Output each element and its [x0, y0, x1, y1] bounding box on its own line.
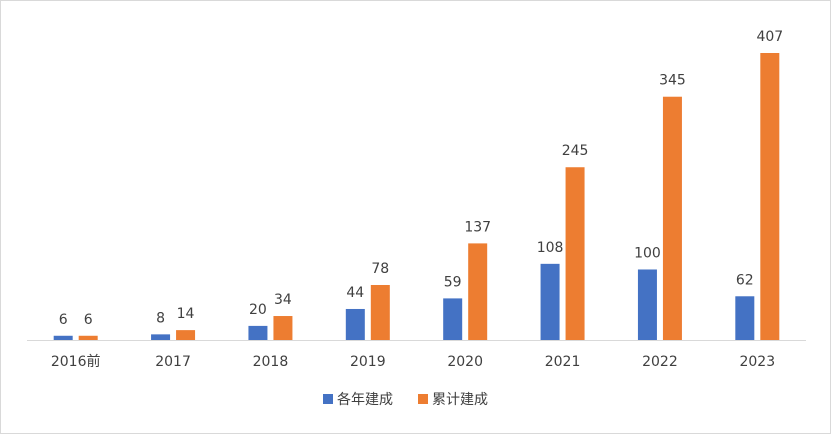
data-label-cumulative-0: 6	[84, 312, 93, 328]
bar-annual-7	[735, 296, 755, 340]
data-label-annual-1: 8	[156, 310, 165, 326]
x-tick-label-2: 2018	[253, 354, 289, 370]
bar-annual-1	[151, 334, 171, 340]
bar-annual-4	[443, 298, 463, 340]
bar-cumulative-3	[370, 284, 390, 340]
data-label-cumulative-5: 245	[562, 143, 589, 159]
x-tick-label-1: 2017	[155, 354, 191, 370]
data-label-cumulative-6: 345	[659, 73, 686, 89]
bar-cumulative-7	[760, 53, 780, 340]
data-label-cumulative-7: 407	[756, 29, 783, 45]
data-label-annual-4: 59	[444, 274, 462, 290]
bar-cumulative-5	[565, 167, 585, 340]
data-label-annual-3: 44	[346, 285, 364, 301]
data-label-annual-5: 108	[537, 240, 564, 256]
x-tick-label-4: 2020	[447, 354, 483, 370]
data-label-cumulative-1: 14	[177, 306, 195, 322]
x-tick-label-6: 2022	[642, 354, 678, 370]
data-label-annual-0: 6	[59, 312, 68, 328]
bar-annual-6	[637, 269, 657, 340]
data-label-cumulative-2: 34	[274, 292, 292, 308]
x-tick-label-0: 2016前	[51, 353, 101, 370]
bar-annual-2	[248, 325, 268, 340]
bar-cumulative-2	[273, 316, 293, 340]
bar-annual-5	[540, 263, 560, 340]
bar-cumulative-4	[468, 243, 488, 340]
legend-label-annual: 各年建成	[337, 392, 393, 408]
data-label-annual-2: 20	[249, 302, 267, 318]
x-tick-label-5: 2021	[545, 354, 581, 370]
legend-swatch-annual	[323, 394, 333, 404]
bar-annual-0	[53, 335, 73, 340]
data-label-cumulative-3: 78	[371, 261, 389, 277]
bar-cumulative-6	[662, 96, 682, 340]
bar-cumulative-1	[176, 330, 196, 340]
bar-cumulative-0	[78, 335, 98, 340]
x-tick-label-7: 2023	[739, 354, 775, 370]
data-label-annual-7: 62	[736, 272, 754, 288]
data-label-annual-6: 100	[634, 245, 661, 261]
data-label-cumulative-4: 137	[464, 219, 491, 235]
bar-annual-3	[345, 308, 365, 340]
x-tick-label-3: 2019	[350, 354, 386, 370]
legend-label-cumulative: 累计建成	[432, 392, 488, 408]
legend-swatch-cumulative	[418, 394, 428, 404]
